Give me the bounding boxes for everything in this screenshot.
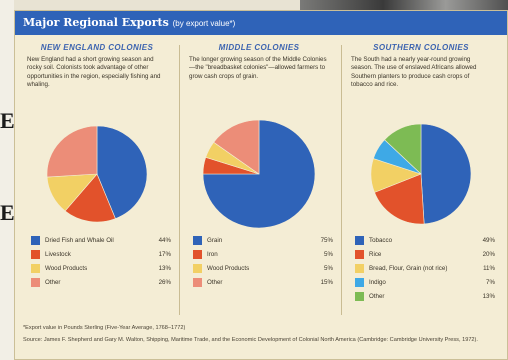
legend-swatch: [31, 249, 40, 259]
legend-percent: 11%: [483, 264, 495, 272]
legend-swatch: [31, 263, 40, 273]
legend-label: Grain: [207, 236, 223, 244]
legend-label: Other: [369, 292, 385, 300]
pie-slice-other: [384, 123, 422, 175]
pie-slice-livestock: [64, 173, 116, 223]
legend-percent: 13%: [482, 292, 495, 300]
legend-swatch: [193, 263, 202, 273]
legend-item: Tobacco 49%: [355, 233, 495, 247]
legend-percent: 13%: [158, 264, 171, 272]
legend-item: Dried Fish and Whale Oil 44%: [31, 233, 171, 247]
background-photo: [300, 0, 508, 10]
column-title: SOUTHERN COLONIES: [373, 43, 469, 52]
legend-label: Dried Fish and Whale Oil: [45, 236, 114, 244]
legend-new-england: Dried Fish and Whale Oil 44% Livestock 17% W…: [31, 233, 171, 289]
legend-label: Iron: [207, 250, 218, 258]
column-description: The South had a nearly year-round growin…: [351, 56, 477, 89]
column-title: NEW ENGLAND COLONIES: [40, 43, 154, 52]
pie-svg: [46, 125, 148, 223]
legend-southern: Tobacco 49% Rice 20% Bread, Flour, Grain (no…: [355, 233, 495, 303]
pie-slice-other: [213, 119, 260, 175]
column-divider: [341, 45, 342, 315]
legend-item: Other 15%: [193, 275, 333, 289]
legend-swatch: [355, 249, 364, 259]
legend-label: Wood Products: [45, 264, 88, 272]
pie-slice-grain: [202, 119, 316, 229]
panel-title: Major Regional Exports: [23, 16, 169, 29]
legend-percent: 75%: [320, 236, 333, 244]
footnote: *Export value in Pounds Sterling (Five-Y…: [23, 325, 186, 331]
pie-slice-dried-fish-and-whale-oil: [96, 125, 148, 220]
legend-swatch: [355, 291, 364, 301]
legend-label: Rice: [369, 250, 382, 258]
legend-item: Other 26%: [31, 275, 171, 289]
column-description: New England had a short growing season a…: [27, 56, 161, 89]
legend-label: Other: [207, 278, 223, 286]
exports-panel: Major Regional Exports (by export value*…: [14, 10, 508, 360]
legend-percent: 5%: [324, 250, 333, 258]
legend-item: Grain 75%: [193, 233, 333, 247]
legend-swatch: [193, 249, 202, 259]
legend-label: Wood Products: [207, 264, 250, 272]
southern-column: SOUTHERN COLONIES The South had a nearly…: [345, 39, 497, 321]
page-margin: [0, 0, 14, 360]
panel-subtitle: (by export value*): [172, 19, 236, 28]
legend-label: Indigo: [369, 278, 386, 286]
panel-title-bar: Major Regional Exports (by export value*…: [15, 11, 507, 35]
side-letter: E: [0, 108, 15, 133]
legend-percent: 44%: [158, 236, 171, 244]
legend-item: Rice 20%: [355, 247, 495, 261]
pie-slice-tobacco: [420, 123, 472, 225]
legend-swatch: [31, 235, 40, 245]
new-england-column: NEW ENGLAND COLONIES New England had a s…: [21, 39, 173, 321]
legend-percent: 15%: [320, 278, 333, 286]
column-description: The longer growing season of the Middle …: [189, 56, 327, 80]
legend-label: Other: [45, 278, 61, 286]
legend-percent: 26%: [158, 278, 171, 286]
legend-swatch: [193, 235, 202, 245]
column-title: MIDDLE COLONIES: [218, 43, 300, 52]
pie-chart-new-england: [21, 115, 173, 225]
pie-slice-rice: [374, 173, 425, 225]
pie-svg: [370, 123, 472, 225]
legend-label: Tobacco: [369, 236, 393, 244]
source-citation: Source: James F. Shepherd and Gary M. Wa…: [23, 337, 478, 343]
legend-swatch: [355, 277, 364, 287]
pie-chart-southern: [345, 115, 497, 225]
pie-svg: [202, 119, 316, 229]
legend-percent: 20%: [482, 250, 495, 258]
legend-item: Bread, Flour, Grain (not rice) 11%: [355, 261, 495, 275]
legend-percent: 17%: [158, 250, 171, 258]
legend-middle: Grain 75% Iron 5% Wood Products 5% Other 15%: [193, 233, 333, 289]
middle-column: MIDDLE COLONIES The longer growing seaso…: [183, 39, 335, 321]
legend-percent: 49%: [482, 236, 495, 244]
legend-percent: 7%: [486, 278, 495, 286]
legend-item: Indigo 7%: [355, 275, 495, 289]
legend-swatch: [31, 277, 40, 287]
legend-item: Wood Products 13%: [31, 261, 171, 275]
legend-swatch: [193, 277, 202, 287]
legend-label: Bread, Flour, Grain (not rice): [369, 264, 448, 272]
legend-swatch: [355, 263, 364, 273]
legend-item: Iron 5%: [193, 247, 333, 261]
legend-label: Livestock: [45, 250, 71, 258]
legend-percent: 5%: [324, 264, 333, 272]
column-divider: [179, 45, 180, 315]
legend-item: Other 13%: [355, 289, 495, 303]
legend-item: Livestock 17%: [31, 247, 171, 261]
pie-slice-other: [46, 125, 98, 178]
legend-item: Wood Products 5%: [193, 261, 333, 275]
pie-chart-middle: [183, 115, 335, 229]
side-letter: E: [0, 200, 15, 225]
legend-swatch: [355, 235, 364, 245]
